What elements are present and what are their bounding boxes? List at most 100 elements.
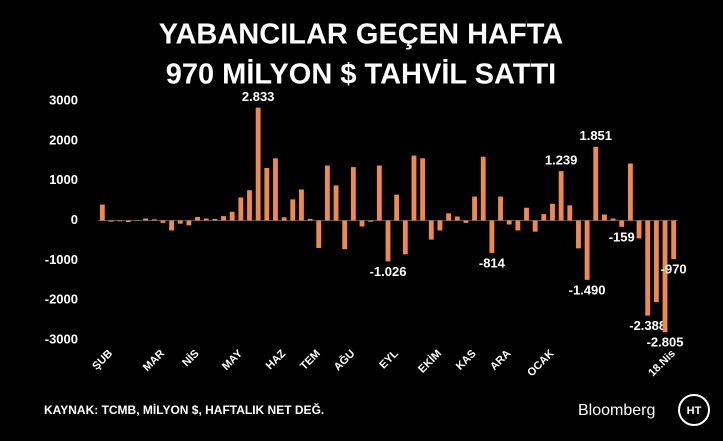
bar: [151, 219, 157, 221]
bar: [645, 220, 651, 316]
value-label: -159: [609, 229, 635, 244]
bar: [454, 216, 460, 221]
x-tick-label: AĞU: [331, 347, 358, 374]
bar: [411, 155, 417, 221]
bar: [333, 185, 339, 221]
y-tick-label: -3000: [45, 331, 78, 346]
bar: [212, 218, 218, 221]
bar: [307, 218, 313, 221]
bar: [264, 167, 270, 221]
brand: Bloomberg: [578, 402, 655, 419]
bar: [498, 196, 503, 221]
x-tick-label: ŞUB: [90, 348, 115, 373]
bar: [489, 220, 495, 253]
bar: [117, 220, 123, 222]
value-label: -2.805: [647, 335, 684, 350]
value-label: 1.851: [579, 128, 612, 143]
bar: [342, 220, 348, 250]
bar: [125, 220, 131, 223]
bar: [359, 220, 365, 227]
bar: [515, 220, 521, 231]
brand-mark: HT: [687, 405, 702, 417]
bar: [221, 216, 226, 221]
bar: [376, 165, 382, 221]
x-tick-label: HAZ: [264, 347, 289, 372]
value-label: -814: [479, 255, 506, 270]
bar: [636, 220, 642, 239]
y-tick-label: 1000: [49, 172, 78, 187]
bar: [584, 220, 590, 280]
bar: [324, 165, 330, 221]
bar: [420, 158, 426, 221]
bar: [195, 216, 200, 221]
bar: [541, 214, 547, 221]
bar: [627, 163, 633, 221]
bar: [247, 190, 252, 221]
value-label: 2.833: [242, 89, 275, 104]
bar: [108, 220, 114, 222]
bar: [472, 196, 477, 221]
y-tick-label: -1000: [45, 252, 78, 267]
bar: [238, 197, 244, 221]
y-tick-label: -2000: [45, 292, 78, 307]
bar: [601, 214, 607, 221]
bar: [281, 217, 287, 221]
bar: [143, 218, 149, 221]
bar: [437, 220, 443, 231]
bar: [662, 220, 668, 333]
chart-title: 970 MİLYON $ TAHVİL SATTI: [166, 59, 557, 91]
bar: [558, 171, 564, 221]
value-label: -970: [661, 262, 687, 277]
bar: [610, 218, 616, 221]
bar: [350, 167, 356, 221]
brand-logo: [678, 394, 710, 426]
bar: [567, 205, 573, 221]
bar: [169, 220, 175, 231]
bar: [385, 220, 391, 262]
bar: [290, 199, 296, 221]
x-tick-label: EYL: [377, 348, 401, 372]
y-tick-label: 2000: [49, 132, 78, 147]
bar: [316, 220, 322, 248]
chart-title: YABANCILAR GEÇEN HAFTA: [159, 19, 563, 51]
bar: [299, 189, 304, 221]
bar: [446, 213, 452, 221]
bar: [203, 218, 209, 221]
bar: [186, 220, 192, 226]
bar: [593, 146, 599, 221]
bar: [394, 194, 400, 221]
bar: [524, 207, 529, 221]
bar: [177, 220, 183, 224]
value-label: 1.239: [545, 153, 578, 168]
value-label: -1.490: [569, 282, 606, 297]
value-label: -1.026: [370, 264, 407, 279]
y-tick-label: 3000: [49, 92, 78, 107]
bar: [229, 211, 235, 221]
bar: [671, 220, 677, 260]
bar: [160, 220, 166, 223]
bar: [576, 220, 581, 249]
x-tick-label: TEM: [298, 348, 323, 373]
bar: [532, 220, 538, 232]
bar: [463, 220, 469, 223]
bar: [255, 107, 261, 221]
bar: [368, 220, 374, 222]
x-tick-label: KAS: [454, 348, 479, 373]
bar: [99, 204, 105, 221]
bar: [506, 220, 512, 225]
x-tick-label: OCAK: [525, 348, 556, 379]
x-tick-label: NİS: [180, 347, 202, 369]
bar: [273, 158, 278, 221]
x-tick-label: MAR: [141, 348, 167, 374]
bar: [428, 220, 434, 240]
source-note: KAYNAK: TCMB, MİLYON $, HAFTALIK NET DEĞ…: [44, 402, 324, 417]
bar: [550, 203, 555, 221]
x-tick-label: 18.Nis: [646, 348, 677, 379]
bar: [402, 220, 408, 255]
x-tick-label: ARA: [488, 348, 513, 373]
y-tick-label: 0: [71, 212, 78, 227]
value-label: -2.388: [629, 318, 666, 333]
x-tick-label: EKİM: [415, 347, 444, 376]
bar: [653, 220, 659, 303]
